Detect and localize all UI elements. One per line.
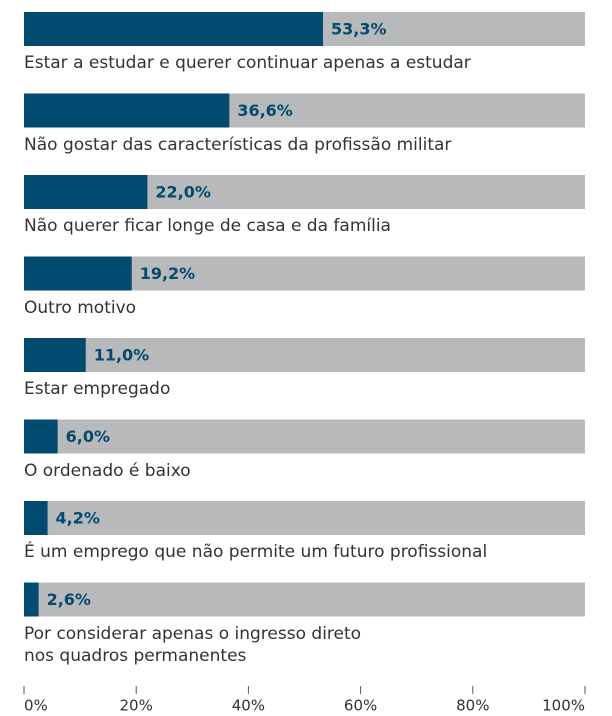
value-label: 11,0% [94,346,150,365]
value-label: 36,6% [237,101,293,120]
bar [24,93,230,128]
value-label: 53,3% [331,20,387,39]
bar-background [24,501,585,535]
bar [24,501,48,535]
value-label: 4,2% [56,509,100,528]
x-tick-label: 40% [232,697,265,715]
x-tick-label: 0% [24,697,48,715]
bar-background [24,582,585,617]
value-label: 22,0% [155,183,211,202]
bar-background [24,419,585,454]
value-label: 19,2% [140,264,196,283]
bar [24,175,148,209]
bar [24,582,39,617]
bar [24,12,324,46]
category-label: Estar empregado [24,379,171,399]
value-label: 6,0% [66,427,110,446]
category-label: Por considerar apenas o ingresso direto … [24,623,362,666]
bar [24,338,86,372]
x-tick-label: 100% [542,697,585,715]
bar [24,419,58,454]
bar-background [24,338,585,372]
category-label: Estar a estudar e querer continuar apena… [24,53,471,73]
x-tick-label: 60% [344,697,377,715]
value-label: 2,6% [47,590,91,609]
x-tick-label: 80% [456,697,489,715]
x-tick-label: 20% [120,697,153,715]
category-label: É um emprego que não permite um futuro p… [24,542,488,562]
bar [24,256,132,291]
category-label: Não querer ficar longe de casa e da famí… [24,216,391,236]
category-label: Não gostar das características da profis… [24,134,452,155]
category-label: O ordenado é baixo [24,460,191,481]
category-label: Outro motivo [24,297,137,318]
